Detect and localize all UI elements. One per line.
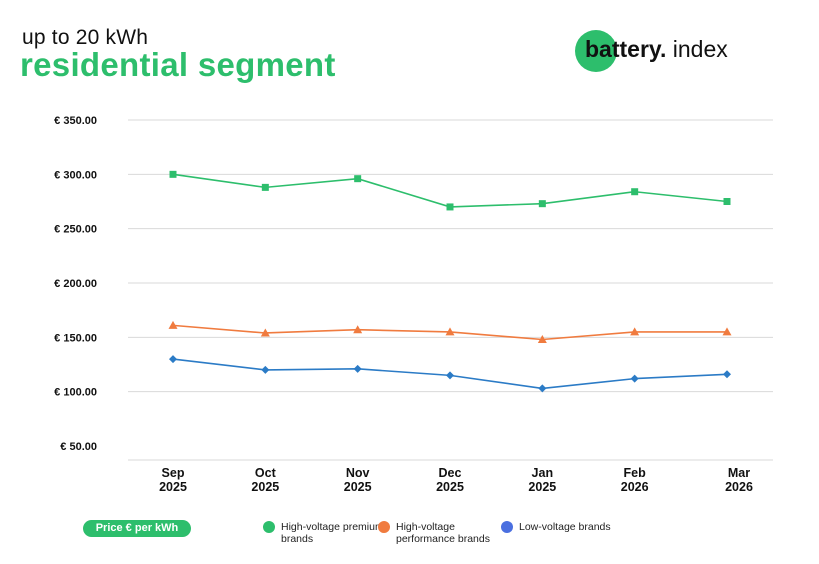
logo-text-regular: index [666, 36, 728, 62]
x-tick-label-year: 2025 [436, 480, 464, 494]
data-point [537, 335, 547, 344]
x-tick-label-month: Sep [162, 466, 185, 480]
legend-dot-icon [501, 521, 513, 533]
legend-dot-icon [263, 521, 275, 533]
data-point [261, 183, 269, 191]
logo-circle-icon [575, 30, 617, 72]
x-tick-label-year: 2025 [159, 480, 187, 494]
brand-logo: battery. index [575, 30, 765, 72]
x-tick-label-month: Feb [624, 466, 647, 480]
data-point [353, 325, 363, 334]
data-point [445, 327, 455, 336]
y-tick-label: € 100.00 [54, 387, 97, 399]
y-tick-label: € 250.00 [54, 224, 97, 236]
chart-title: residential segment [20, 46, 336, 83]
x-tick-label-month: Dec [439, 466, 462, 480]
data-point [630, 374, 639, 383]
legend-item-low-voltage: Low-voltage brands [501, 521, 634, 533]
data-point [353, 364, 362, 373]
data-point [260, 328, 270, 337]
data-point [538, 384, 547, 393]
y-tick-label: € 350.00 [54, 115, 97, 127]
data-point [630, 327, 640, 336]
axis-unit-pill: Price € per kWh [83, 520, 191, 537]
data-point [168, 320, 178, 329]
data-point [723, 370, 731, 379]
data-point [169, 170, 177, 178]
data-point [538, 200, 546, 208]
logo-text: battery. index [585, 36, 728, 63]
data-point [446, 203, 454, 211]
data-point [723, 198, 731, 205]
y-tick-label: € 150.00 [54, 332, 97, 344]
x-tick-label-year: 2025 [251, 480, 279, 494]
chart-subtitle: up to 20 kWh [22, 26, 149, 49]
data-point [722, 327, 732, 336]
legend-item-performance: High-voltage performance brands [378, 521, 511, 545]
x-tick-label-month: Nov [346, 466, 370, 480]
data-point [261, 365, 270, 374]
y-tick-label: € 300.00 [54, 169, 97, 181]
data-point [446, 371, 454, 380]
x-tick-label-month: Mar [728, 466, 750, 480]
x-tick-label-year: 2025 [528, 480, 556, 494]
data-point [354, 175, 362, 183]
legend-label: High-voltage performance brands [396, 521, 490, 545]
series-line-0 [172, 173, 728, 208]
x-tick-label-year: 2025 [344, 480, 372, 494]
x-tick-label-month: Jan [532, 466, 554, 480]
legend-dot-icon [378, 521, 390, 533]
y-tick-label: € 200.00 [54, 278, 97, 290]
y-tick-label: € 50.00 [60, 441, 97, 453]
data-point [169, 355, 177, 364]
x-tick-label-month: Oct [255, 466, 277, 480]
legend-label: Low-voltage brands [519, 521, 611, 533]
data-point [631, 188, 639, 196]
legend-item-premium: High-voltage premium brands [263, 521, 396, 545]
logo-text-bold: battery. [585, 36, 667, 62]
legend-label: High-voltage premium brands [281, 521, 384, 545]
x-tick-label-year: 2026 [621, 480, 649, 494]
x-tick-label-year: 2026 [725, 480, 753, 494]
